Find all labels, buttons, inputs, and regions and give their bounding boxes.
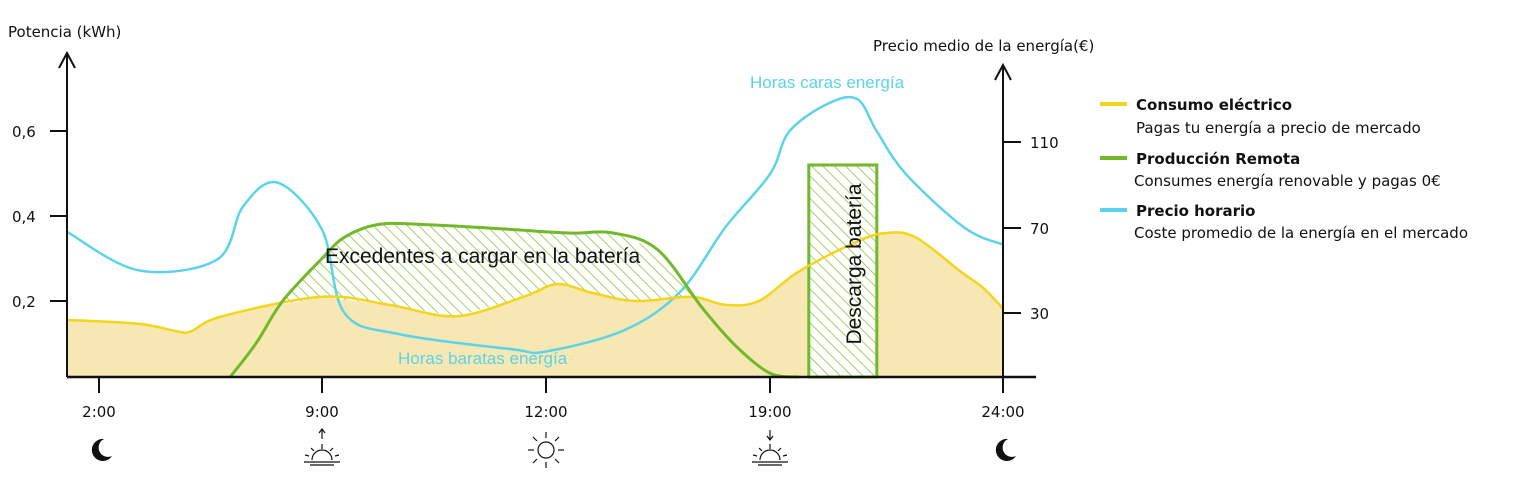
x-tick-label: 2:00	[82, 403, 116, 421]
right-axis-title: Precio medio de la energía(€)	[873, 37, 1094, 55]
x-tick-2: 12:00	[524, 377, 568, 421]
moon-icon	[91, 438, 112, 461]
produccion-remota-line	[229, 221, 800, 379]
legend-desc: Consumes energía renovable y pagas 0€	[1134, 172, 1441, 190]
sunset-icon	[752, 430, 788, 466]
x-tick-label: 9:00	[305, 403, 339, 421]
consumo-electrico-line	[66, 231, 1004, 335]
legend-title: Precio horario	[1136, 202, 1255, 220]
left-tick-1: 0,4	[12, 208, 67, 226]
annotation-expensive: Horas caras energía	[750, 73, 905, 92]
left-axis-title: Potencia (kWh)	[8, 23, 121, 41]
legend-item-consumo: Consumo eléctrico Pagas tu energía a pre…	[1100, 96, 1421, 137]
right-tick-label: 30	[1030, 305, 1049, 323]
legend-desc: Coste promedio de la energía en el merca…	[1134, 224, 1468, 242]
legend-item-precio: Precio horario Coste promedio de la ener…	[1100, 202, 1468, 242]
x-tick-3: 19:00	[748, 377, 792, 421]
right-tick-2: 110	[1003, 134, 1059, 152]
left-tick-2: 0,6	[12, 123, 67, 141]
legend-item-produccion: Producción Remota Consumes energía renov…	[1100, 150, 1441, 190]
left-tick-label: 0,2	[12, 293, 36, 311]
right-tick-label: 110	[1030, 134, 1059, 152]
consumption-area	[67, 232, 1003, 377]
legend-desc: Pagas tu energía a precio de mercado	[1136, 119, 1421, 137]
annotation-cheap: Horas baratas energía	[398, 349, 568, 368]
legend-title: Consumo eléctrico	[1136, 96, 1292, 114]
left-tick-0: 0,2	[12, 293, 67, 311]
right-tick-1: 70	[1003, 220, 1049, 238]
right-tick-0: 30	[1003, 305, 1049, 323]
x-tick-4: 24:00	[981, 377, 1025, 421]
legend: Consumo eléctrico Pagas tu energía a pre…	[1100, 96, 1468, 242]
precio-horario-line	[66, 95, 1004, 355]
sunrise-icon	[304, 428, 340, 466]
x-tick-0: 2:00	[82, 377, 116, 421]
legend-title: Producción Remota	[1136, 150, 1300, 168]
annotation-discharge: Descarga batería	[843, 183, 866, 344]
sun-icon	[528, 432, 564, 468]
moon-icon	[995, 438, 1016, 461]
battery-discharge-bar	[807, 163, 879, 379]
left-axis-arrow	[58, 50, 76, 69]
x-tick-label: 24:00	[981, 403, 1024, 421]
surplus-area	[243, 224, 737, 317]
left-tick-label: 0,4	[12, 208, 36, 226]
x-tick-label: 12:00	[524, 403, 567, 421]
annotation-surplus: Excedentes a cargar en la batería	[325, 245, 641, 268]
right-axis-arrow	[994, 62, 1012, 81]
left-tick-label: 0,6	[12, 123, 36, 141]
right-tick-label: 70	[1030, 220, 1049, 238]
x-tick-label: 19:00	[748, 403, 791, 421]
x-tick-1: 9:00	[305, 377, 339, 421]
